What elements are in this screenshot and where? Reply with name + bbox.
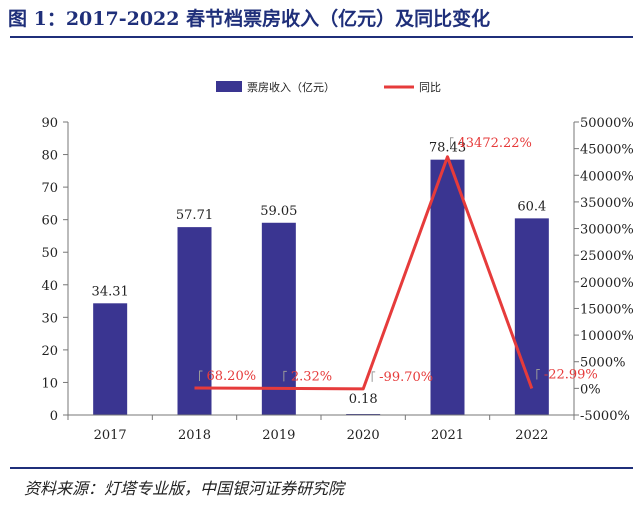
legend-bar-label: 票房收入（亿元）	[247, 80, 335, 94]
right-tick-label: 30000%	[580, 223, 634, 238]
x-tick-label: 2017	[94, 428, 127, 443]
x-tick-label: 2018	[178, 428, 211, 443]
bar-value-label: 60.4	[517, 199, 546, 214]
right-tick-label: -5000%	[580, 409, 630, 424]
bar	[430, 159, 465, 415]
left-tick-label: 0	[50, 409, 58, 424]
line-label-marker	[283, 370, 287, 382]
line-value-label: 68.20%	[207, 369, 257, 384]
legend: 票房收入（亿元） 同比	[216, 80, 441, 94]
bar-value-label: 57.71	[176, 208, 213, 223]
bar-value-label: 0.18	[349, 392, 378, 407]
right-tick-label: 15000%	[580, 302, 634, 317]
right-tick-label: 45000%	[580, 143, 634, 158]
source-note: 资料来源：灯塔专业版，中国银河证券研究院	[24, 479, 345, 498]
x-axis: 2017 2018 2019 2020 2021 2022	[67, 414, 575, 443]
right-tick-label: 0%	[580, 382, 601, 397]
line-value-label: -22.99%	[544, 367, 598, 382]
legend-line-label: 同比	[419, 81, 441, 94]
right-tick-label: 35000%	[580, 196, 634, 211]
legend-bar-swatch	[216, 81, 242, 92]
right-axis: -5000% 0% 5000% 10000% 15000% 20000% 25000% 300…	[573, 116, 634, 424]
bar-value-label: 34.31	[92, 284, 129, 299]
line-value-label: 43472.22%	[458, 136, 532, 151]
bar-value-label: 78.43	[429, 141, 466, 156]
x-tick-label: 2021	[431, 428, 464, 443]
right-tick-label: 40000%	[580, 169, 634, 184]
left-tick-label: 70	[41, 181, 58, 196]
x-tick-label: 2019	[262, 428, 295, 443]
line-label-marker	[199, 370, 203, 381]
right-tick-label: 50000%	[580, 116, 634, 131]
left-tick-label: 60	[41, 214, 58, 229]
line-value-label: 2.32%	[291, 369, 332, 384]
x-tick-label: 2022	[515, 428, 548, 443]
line-value-label: -99.70%	[379, 370, 433, 385]
left-tick-label: 80	[41, 149, 58, 164]
left-tick-label: 50	[41, 246, 58, 261]
left-tick-label: 90	[41, 116, 58, 131]
line-label-marker	[450, 137, 454, 148]
left-tick-label: 20	[41, 344, 58, 359]
right-tick-label: 20000%	[580, 276, 634, 291]
right-tick-label: 10000%	[580, 329, 634, 344]
chart-title: 图 1：2017-2022 春节档票房收入（亿元）及同比变化	[8, 8, 491, 30]
left-tick-label: 10	[41, 376, 58, 391]
right-tick-label: 25000%	[580, 249, 634, 264]
bar	[93, 303, 128, 415]
footer-divider	[10, 467, 633, 469]
bar	[261, 222, 296, 415]
left-tick-label: 30	[41, 311, 58, 326]
line-path	[194, 155, 534, 391]
x-tick-label: 2020	[347, 428, 380, 443]
bar-value-label: 59.05	[260, 204, 297, 219]
right-tick-label: 5000%	[580, 356, 625, 371]
left-tick-label: 40	[41, 279, 58, 294]
bar-series: 34.31 57.71 59.05 0.18 78.43 60.4	[92, 141, 549, 415]
left-axis: 0 10 20 30 40 50 60 70 80 90	[41, 116, 69, 424]
bar	[177, 227, 212, 415]
line-series: 68.20% 2.32% -99.70% 43472.22% -22.99%	[194, 136, 598, 391]
line-label-marker	[536, 368, 540, 380]
bar	[514, 218, 549, 415]
line-label-marker	[371, 371, 376, 382]
title-divider	[10, 36, 633, 38]
